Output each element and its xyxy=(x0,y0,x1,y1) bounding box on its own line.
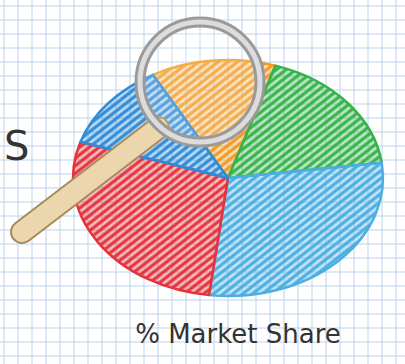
chart-svg: S % Market Share xyxy=(0,0,405,364)
lens-rim xyxy=(140,22,260,142)
annotation: S xyxy=(4,123,29,169)
paper-line xyxy=(32,0,33,364)
chart-root: S % Market Share xyxy=(0,0,405,364)
handle-outline xyxy=(22,128,158,232)
magnifier xyxy=(22,22,260,232)
lens-rim-highlight xyxy=(140,22,260,142)
paper-line xyxy=(0,314,405,315)
paper-line xyxy=(18,0,19,364)
pie-slice xyxy=(209,163,383,296)
paper-line xyxy=(46,0,47,364)
paper-line xyxy=(396,0,397,364)
paper-line xyxy=(0,300,405,301)
paper-line xyxy=(60,0,61,364)
paper-line xyxy=(0,356,405,357)
grid-paper xyxy=(0,0,405,364)
paper-line xyxy=(4,0,5,364)
handle xyxy=(22,128,158,232)
paper-line xyxy=(0,6,405,7)
paper xyxy=(0,0,405,364)
chart-title: % Market Share xyxy=(135,319,341,349)
